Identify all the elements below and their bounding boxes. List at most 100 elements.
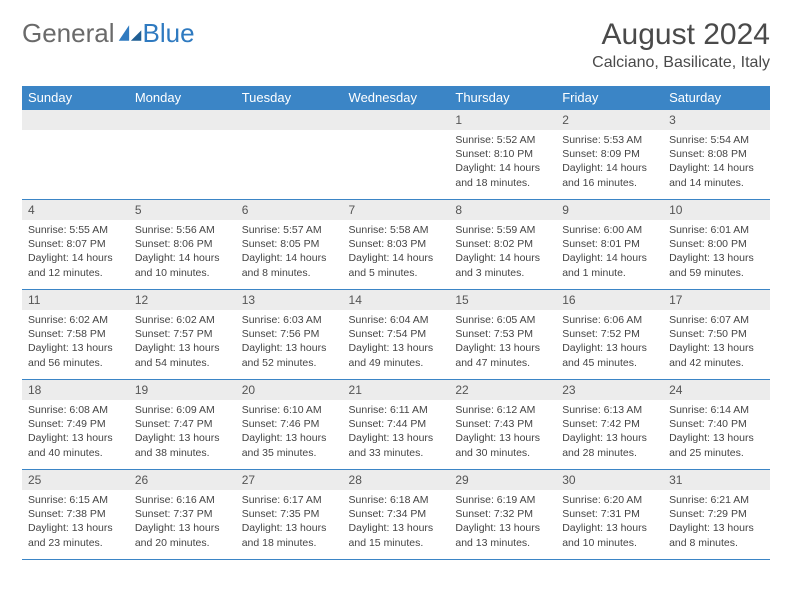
day-details: Sunrise: 6:12 AMSunset: 7:43 PMDaylight:…: [449, 400, 556, 464]
day-details: Sunrise: 5:55 AMSunset: 8:07 PMDaylight:…: [22, 220, 129, 284]
day-details: Sunrise: 6:21 AMSunset: 7:29 PMDaylight:…: [663, 490, 770, 554]
day-details: Sunrise: 6:18 AMSunset: 7:34 PMDaylight:…: [343, 490, 450, 554]
day-cell: 3Sunrise: 5:54 AMSunset: 8:08 PMDaylight…: [663, 110, 770, 200]
day-number: 13: [236, 290, 343, 310]
day-cell: 20Sunrise: 6:10 AMSunset: 7:46 PMDayligh…: [236, 380, 343, 470]
day-number: [236, 110, 343, 130]
day-details: Sunrise: 6:20 AMSunset: 7:31 PMDaylight:…: [556, 490, 663, 554]
day-number: 26: [129, 470, 236, 490]
day-details: Sunrise: 6:03 AMSunset: 7:56 PMDaylight:…: [236, 310, 343, 374]
day-number: 14: [343, 290, 450, 310]
day-cell: 2Sunrise: 5:53 AMSunset: 8:09 PMDaylight…: [556, 110, 663, 200]
day-number: 25: [22, 470, 129, 490]
day-cell: 23Sunrise: 6:13 AMSunset: 7:42 PMDayligh…: [556, 380, 663, 470]
day-number: 6: [236, 200, 343, 220]
day-number: 22: [449, 380, 556, 400]
day-cell: 5Sunrise: 5:56 AMSunset: 8:06 PMDaylight…: [129, 200, 236, 290]
day-cell: 14Sunrise: 6:04 AMSunset: 7:54 PMDayligh…: [343, 290, 450, 380]
header: General Blue August 2024 Calciano, Basil…: [22, 18, 770, 72]
day-cell: 19Sunrise: 6:09 AMSunset: 7:47 PMDayligh…: [129, 380, 236, 470]
day-cell: 26Sunrise: 6:16 AMSunset: 7:37 PMDayligh…: [129, 470, 236, 560]
day-details: Sunrise: 6:11 AMSunset: 7:44 PMDaylight:…: [343, 400, 450, 464]
day-details: Sunrise: 6:17 AMSunset: 7:35 PMDaylight:…: [236, 490, 343, 554]
day-cell: 11Sunrise: 6:02 AMSunset: 7:58 PMDayligh…: [22, 290, 129, 380]
day-details: Sunrise: 6:05 AMSunset: 7:53 PMDaylight:…: [449, 310, 556, 374]
day-number: [129, 110, 236, 130]
day-header: Friday: [556, 86, 663, 110]
day-number: 16: [556, 290, 663, 310]
day-cell: 1Sunrise: 5:52 AMSunset: 8:10 PMDaylight…: [449, 110, 556, 200]
day-cell: [343, 110, 450, 200]
day-cell: 10Sunrise: 6:01 AMSunset: 8:00 PMDayligh…: [663, 200, 770, 290]
day-details: Sunrise: 6:15 AMSunset: 7:38 PMDaylight:…: [22, 490, 129, 554]
day-cell: 24Sunrise: 6:14 AMSunset: 7:40 PMDayligh…: [663, 380, 770, 470]
day-details: Sunrise: 6:13 AMSunset: 7:42 PMDaylight:…: [556, 400, 663, 464]
day-cell: 31Sunrise: 6:21 AMSunset: 7:29 PMDayligh…: [663, 470, 770, 560]
day-details: Sunrise: 6:14 AMSunset: 7:40 PMDaylight:…: [663, 400, 770, 464]
day-number: 8: [449, 200, 556, 220]
day-cell: [236, 110, 343, 200]
day-cell: 29Sunrise: 6:19 AMSunset: 7:32 PMDayligh…: [449, 470, 556, 560]
day-header: Tuesday: [236, 86, 343, 110]
day-details: Sunrise: 6:16 AMSunset: 7:37 PMDaylight:…: [129, 490, 236, 554]
day-number: 19: [129, 380, 236, 400]
week-row: 11Sunrise: 6:02 AMSunset: 7:58 PMDayligh…: [22, 290, 770, 380]
day-number: 23: [556, 380, 663, 400]
day-number: 20: [236, 380, 343, 400]
day-details: Sunrise: 6:01 AMSunset: 8:00 PMDaylight:…: [663, 220, 770, 284]
day-cell: 6Sunrise: 5:57 AMSunset: 8:05 PMDaylight…: [236, 200, 343, 290]
day-number: 28: [343, 470, 450, 490]
day-number: 18: [22, 380, 129, 400]
brand-part1: General: [22, 18, 115, 49]
day-cell: 15Sunrise: 6:05 AMSunset: 7:53 PMDayligh…: [449, 290, 556, 380]
day-number: 29: [449, 470, 556, 490]
calendar-table: Sunday Monday Tuesday Wednesday Thursday…: [22, 86, 770, 560]
day-details: Sunrise: 5:54 AMSunset: 8:08 PMDaylight:…: [663, 130, 770, 194]
day-header: Saturday: [663, 86, 770, 110]
day-number: 17: [663, 290, 770, 310]
day-number: 24: [663, 380, 770, 400]
day-number: 4: [22, 200, 129, 220]
day-cell: 17Sunrise: 6:07 AMSunset: 7:50 PMDayligh…: [663, 290, 770, 380]
day-cell: [129, 110, 236, 200]
week-row: 25Sunrise: 6:15 AMSunset: 7:38 PMDayligh…: [22, 470, 770, 560]
day-cell: 7Sunrise: 5:58 AMSunset: 8:03 PMDaylight…: [343, 200, 450, 290]
day-number: 11: [22, 290, 129, 310]
day-number: 9: [556, 200, 663, 220]
day-cell: 28Sunrise: 6:18 AMSunset: 7:34 PMDayligh…: [343, 470, 450, 560]
day-details: Sunrise: 6:00 AMSunset: 8:01 PMDaylight:…: [556, 220, 663, 284]
day-header: Thursday: [449, 86, 556, 110]
day-details: Sunrise: 6:06 AMSunset: 7:52 PMDaylight:…: [556, 310, 663, 374]
day-number: 5: [129, 200, 236, 220]
day-header: Monday: [129, 86, 236, 110]
day-number: [343, 110, 450, 130]
day-cell: 27Sunrise: 6:17 AMSunset: 7:35 PMDayligh…: [236, 470, 343, 560]
week-row: 18Sunrise: 6:08 AMSunset: 7:49 PMDayligh…: [22, 380, 770, 470]
month-title: August 2024: [592, 18, 770, 52]
day-number: 30: [556, 470, 663, 490]
day-number: 27: [236, 470, 343, 490]
day-number: 10: [663, 200, 770, 220]
day-details: Sunrise: 6:02 AMSunset: 7:58 PMDaylight:…: [22, 310, 129, 374]
day-cell: 18Sunrise: 6:08 AMSunset: 7:49 PMDayligh…: [22, 380, 129, 470]
day-details: Sunrise: 6:09 AMSunset: 7:47 PMDaylight:…: [129, 400, 236, 464]
day-cell: 13Sunrise: 6:03 AMSunset: 7:56 PMDayligh…: [236, 290, 343, 380]
day-number: 12: [129, 290, 236, 310]
day-cell: 25Sunrise: 6:15 AMSunset: 7:38 PMDayligh…: [22, 470, 129, 560]
day-details: Sunrise: 5:57 AMSunset: 8:05 PMDaylight:…: [236, 220, 343, 284]
day-details: Sunrise: 5:52 AMSunset: 8:10 PMDaylight:…: [449, 130, 556, 194]
day-cell: 16Sunrise: 6:06 AMSunset: 7:52 PMDayligh…: [556, 290, 663, 380]
day-details: Sunrise: 6:10 AMSunset: 7:46 PMDaylight:…: [236, 400, 343, 464]
day-number: 1: [449, 110, 556, 130]
location-label: Calciano, Basilicate, Italy: [592, 54, 770, 72]
day-cell: 8Sunrise: 5:59 AMSunset: 8:02 PMDaylight…: [449, 200, 556, 290]
title-block: August 2024 Calciano, Basilicate, Italy: [592, 18, 770, 72]
day-cell: 12Sunrise: 6:02 AMSunset: 7:57 PMDayligh…: [129, 290, 236, 380]
day-number: 2: [556, 110, 663, 130]
brand-logo: General Blue: [22, 18, 195, 49]
day-details: Sunrise: 5:56 AMSunset: 8:06 PMDaylight:…: [129, 220, 236, 284]
day-header-row: Sunday Monday Tuesday Wednesday Thursday…: [22, 86, 770, 110]
day-cell: 22Sunrise: 6:12 AMSunset: 7:43 PMDayligh…: [449, 380, 556, 470]
day-cell: 9Sunrise: 6:00 AMSunset: 8:01 PMDaylight…: [556, 200, 663, 290]
day-cell: 4Sunrise: 5:55 AMSunset: 8:07 PMDaylight…: [22, 200, 129, 290]
